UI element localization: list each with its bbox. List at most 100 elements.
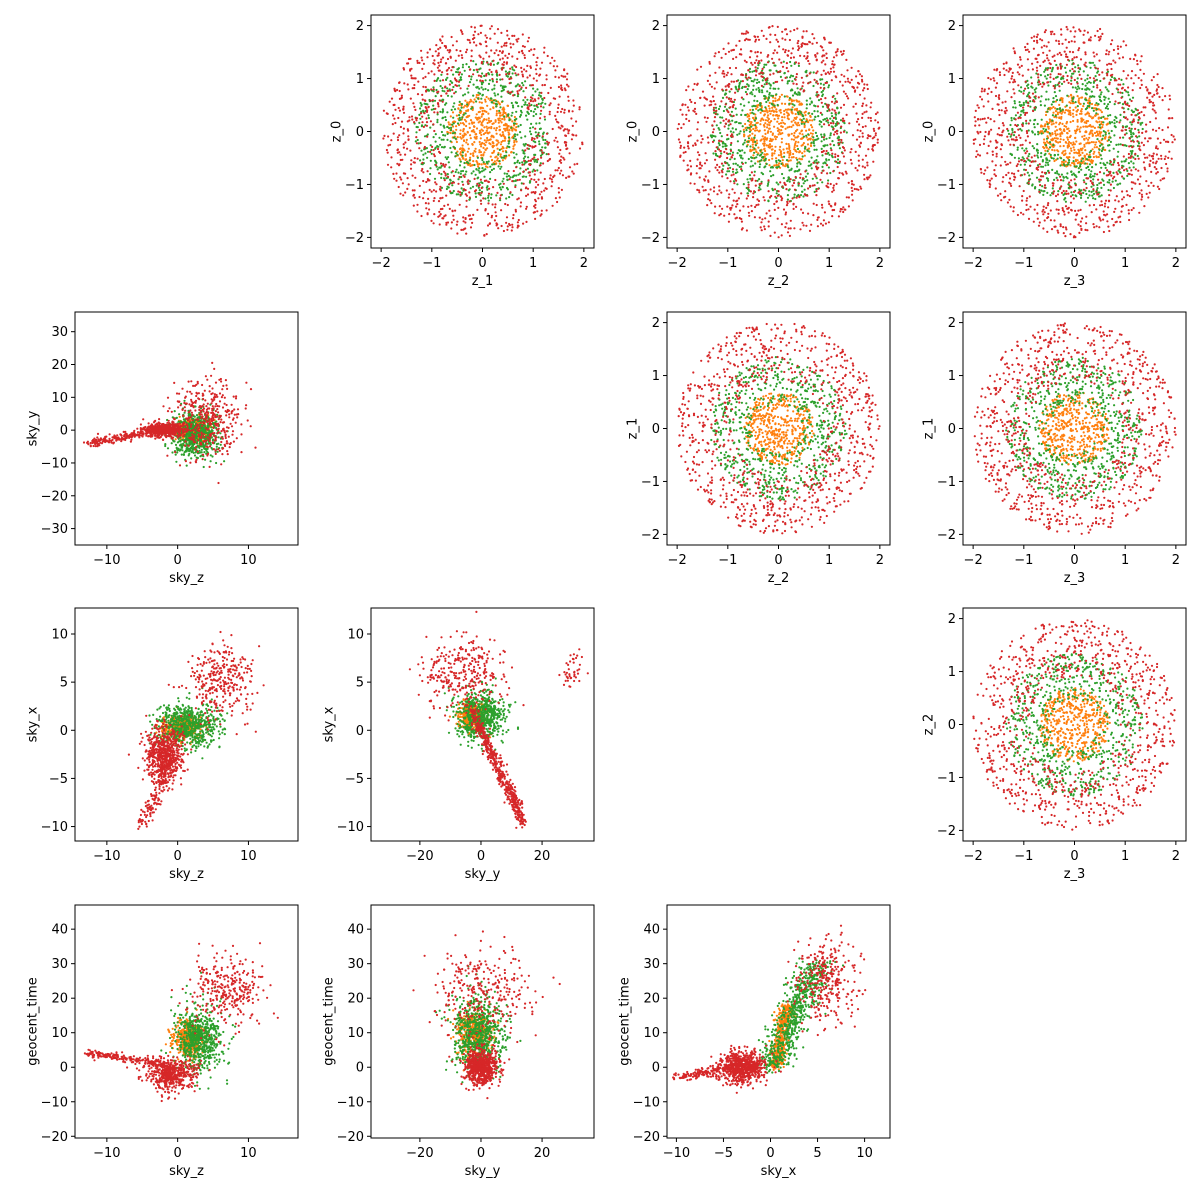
data-point-red [421,59,424,62]
data-point-orange [790,138,793,141]
data-point-red [396,162,399,165]
data-point-red [712,190,716,193]
data-point-orange [768,109,771,113]
data-point-green [1084,162,1087,165]
data-point-green [439,79,442,82]
data-point-orange [784,127,787,130]
data-point-red [566,147,569,150]
data-point-green [500,165,503,168]
data-point-orange [768,143,772,146]
data-point-green [458,116,461,119]
data-point-red [424,86,427,89]
data-point-green [443,90,446,93]
data-point-red [520,70,524,73]
data-point-green [1100,149,1103,153]
data-point-red [774,195,777,198]
data-point-green [811,177,814,180]
data-point-red [400,120,404,123]
data-point-red [459,193,462,196]
data-point-red [831,63,834,66]
data-point-green [524,161,527,164]
data-point-green [535,122,538,125]
data-point-red [557,85,561,89]
data-point-orange [469,134,472,137]
data-point-orange [1090,125,1093,128]
data-point-green [452,136,456,139]
data-point-red [734,178,737,181]
data-point-green [483,74,486,77]
data-point-orange [779,145,782,148]
data-point-green [789,60,792,64]
data-point-red [548,158,551,161]
data-point-green [1092,197,1095,200]
data-point-orange [785,147,789,150]
data-point-green [436,145,439,148]
data-point-green [462,113,465,116]
data-point-green [802,115,805,118]
data-point-red [393,103,396,106]
data-point-orange [449,131,452,135]
data-point-red [738,217,741,220]
data-point-red [718,189,721,192]
data-point-orange [805,129,808,132]
data-point-red [703,116,707,119]
data-point-orange [773,152,776,155]
data-point-green [502,156,505,159]
data-point-green [775,166,778,169]
data-point-orange [1092,152,1095,155]
data-point-red [718,171,721,174]
data-point-orange [784,165,787,168]
data-point-red [745,229,749,232]
data-point-green [530,133,533,136]
data-point-red [815,165,818,168]
data-point-red [812,214,815,217]
data-point-green [798,168,801,171]
data-point-orange [455,128,458,131]
data-point-orange [465,158,468,161]
data-point-red [729,149,733,152]
data-point-red [831,190,834,193]
data-point-green [1012,106,1015,109]
data-point-green [782,177,785,180]
data-point-red [526,40,530,43]
data-point-orange [766,126,769,129]
data-point-red [845,58,848,62]
data-point-green [740,154,743,157]
data-point-green [531,94,534,97]
data-point-orange [1094,143,1097,146]
data-point-red [799,88,802,91]
scatter-points [972,25,1176,239]
data-point-red [826,172,829,175]
data-point-green [447,156,450,159]
data-point-green [1021,109,1024,112]
data-point-red [866,164,869,167]
data-point-red [837,139,840,142]
data-point-red [799,54,802,57]
data-point-orange [790,111,793,114]
data-point-red [406,147,409,150]
data-point-green [508,70,511,73]
data-point-green [1071,173,1074,176]
data-point-red [769,41,772,44]
data-point-green [757,64,760,67]
data-point-red [511,226,514,229]
data-point-red [418,147,421,150]
data-point-green [511,111,514,114]
data-point-orange [1066,136,1069,139]
data-point-orange [1057,150,1060,153]
data-point-red [439,185,442,188]
data-point-green [746,88,749,91]
data-point-green [480,86,483,89]
data-point-green [1020,86,1023,89]
data-point-red [452,181,455,184]
data-point-orange [792,134,796,137]
data-point-red [819,45,822,48]
data-point-red [443,179,446,182]
data-point-orange [1044,113,1048,117]
data-point-red [404,141,407,144]
data-point-green [1101,148,1104,151]
data-point-orange [1092,155,1095,159]
data-point-red [406,62,409,65]
data-point-orange [753,134,757,137]
